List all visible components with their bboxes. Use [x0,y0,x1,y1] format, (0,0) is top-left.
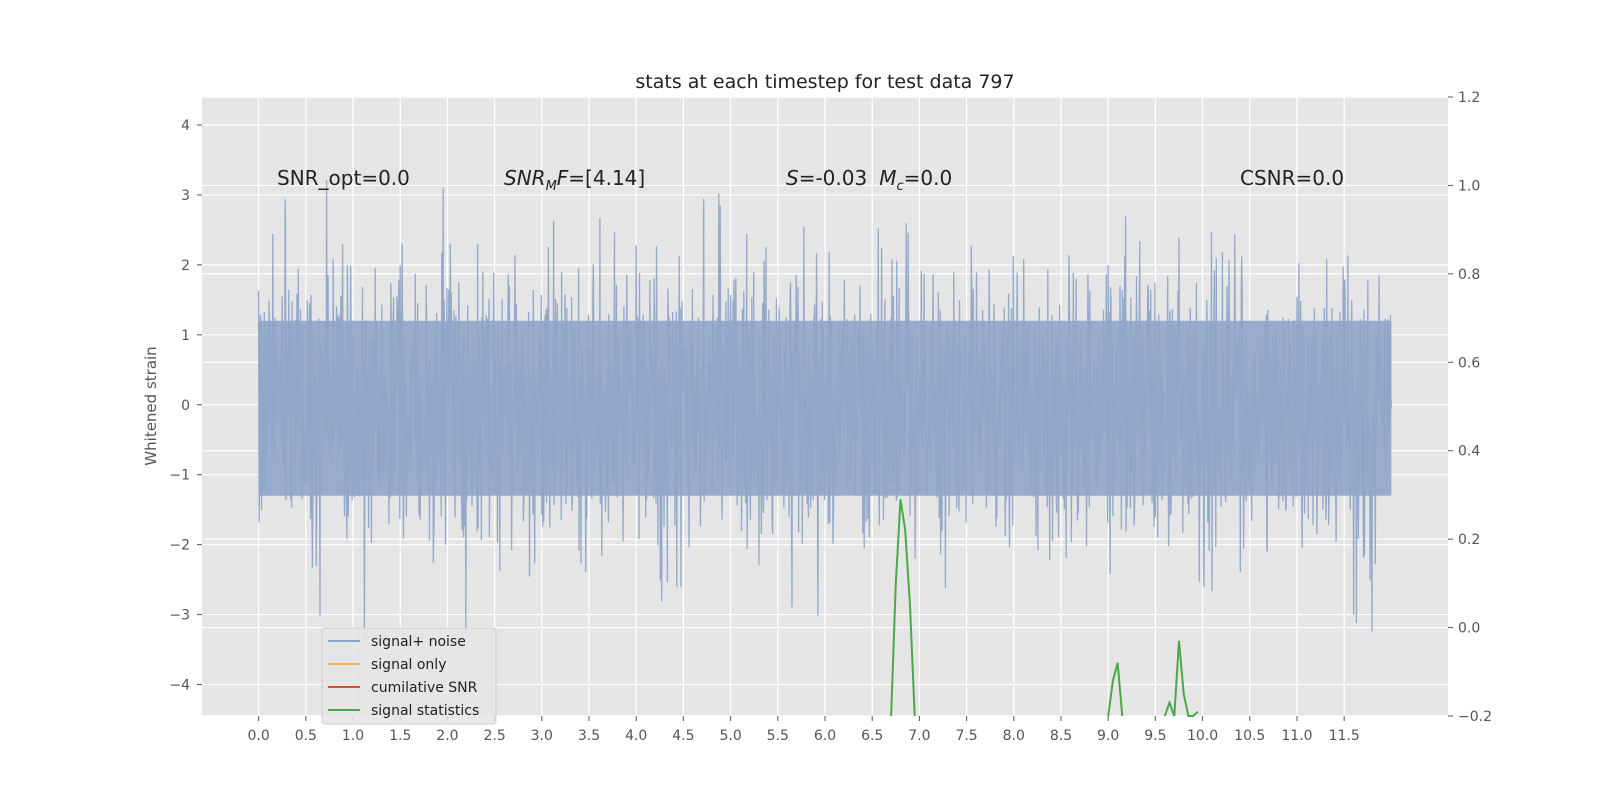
y2-tick-label: 0.8 [1458,267,1480,283]
y2-tick-label: −0.2 [1458,709,1492,725]
x-tick-label: 0.0 [248,728,270,744]
legend-label-cumulative-snr: cumilative SNR [371,680,478,696]
signal-noise-series [257,180,1393,643]
x-tick-label: 10.5 [1234,728,1265,744]
y2-tick-label: 0.6 [1458,355,1480,371]
x-axis: 0.0 0.5 1.0 1.5 2.0 2.5 3.0 3.5 4.0 4.5 5.0 5.5 6.0 6… [248,716,1360,744]
x-tick-label: 4.0 [625,728,647,744]
signal-noise-core [258,320,1392,496]
x-tick-label: 2.0 [436,728,458,744]
snr-mf-subscript: M [546,179,557,194]
annotation-s-mc: S=-0.03 Mc=0.0 [786,166,952,194]
y-tick-label: −1 [169,468,190,484]
legend: signal+ noise signal only cumilative SNR… [321,627,497,725]
legend-label-signal-only: signal only [371,657,446,673]
chart-title: stats at each timestep for test data 797 [635,71,1014,93]
series-line-3 [1107,662,1124,717]
series-lines [890,499,1199,717]
y-tick-label: −4 [169,678,190,694]
y2-tick-label: 1.2 [1458,90,1480,106]
y-axis-right: 1.2 1.0 0.8 0.6 0.4 0.2 0.0 −0.2 [1448,90,1492,725]
y2-tick-label: 1.0 [1458,178,1480,194]
y-tick-label: 1 [181,328,190,344]
x-tick-label: 9.5 [1144,728,1166,744]
series-line-3 [1163,640,1199,717]
x-tick-label: 5.5 [767,728,789,744]
s-symbol: S [786,166,799,190]
y-tick-label: −3 [169,608,190,624]
snr-mf-symbol-2: F [557,166,569,190]
x-tick-label: 11.5 [1329,728,1360,744]
y2-tick-label: 0.2 [1458,532,1480,548]
x-tick-label: 9.0 [1097,728,1119,744]
y-tick-label: 4 [181,118,190,134]
mc-symbol: M [879,166,896,190]
legend-label-signal-noise: signal+ noise [371,634,466,650]
x-tick-label: 1.0 [342,728,364,744]
y-axis-left: 4 3 2 1 0 −1 −2 −3 −4 [169,118,202,694]
series-line-3 [890,499,916,717]
s-value: =-0.03 [799,166,868,190]
x-tick-label: 10.0 [1187,728,1218,744]
x-tick-label: 6.0 [814,728,836,744]
annotation-snr-opt: SNR_opt=0.0 [277,166,410,190]
x-tick-label: 8.0 [1003,728,1025,744]
mc-value: =0.0 [904,166,953,190]
x-tick-label: 3.0 [531,728,553,744]
x-tick-label: 1.5 [389,728,411,744]
x-tick-label: 7.0 [908,728,930,744]
annotation-snr-mf: SNRMF=[4.14] [504,166,645,194]
x-tick-label: 0.5 [295,728,317,744]
snr-mf-symbol: SNR [504,166,546,190]
y-axis-label: Whitened strain [142,346,160,465]
y-tick-label: 0 [181,398,190,414]
snr-mf-value: =[4.14] [568,166,645,190]
x-tick-label: 7.5 [955,728,977,744]
x-tick-label: 5.0 [719,728,741,744]
legend-label-signal-statistics: signal statistics [371,703,479,719]
y-tick-label: 2 [181,258,190,274]
y2-tick-label: 0.0 [1458,621,1480,637]
x-tick-label: 3.5 [578,728,600,744]
x-tick-label: 8.5 [1050,728,1072,744]
x-tick-label: 2.5 [483,728,505,744]
x-tick-label: 4.5 [672,728,694,744]
legend-box [321,627,497,725]
y-tick-label: 3 [181,188,190,204]
y2-tick-label: 0.4 [1458,444,1480,460]
y-tick-label: −2 [169,538,190,554]
mc-subscript: c [896,179,903,194]
x-tick-label: 11.0 [1281,728,1312,744]
annotation-csnr: CSNR=0.0 [1240,166,1344,190]
x-tick-label: 6.5 [861,728,883,744]
